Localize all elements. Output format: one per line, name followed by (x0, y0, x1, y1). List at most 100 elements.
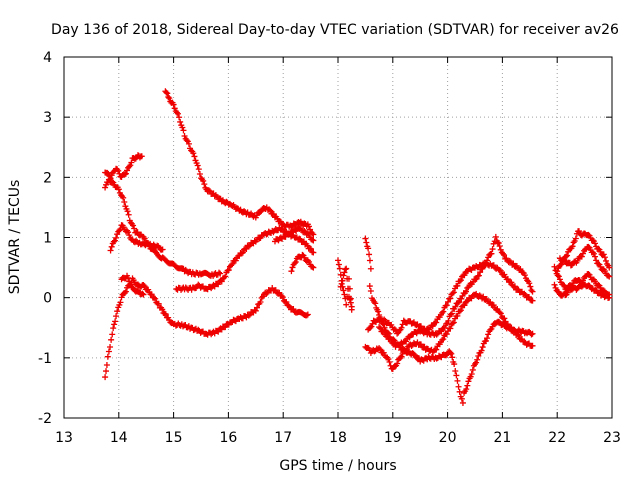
data-point (457, 307, 464, 314)
data-point (495, 240, 502, 247)
series-trace-6 (162, 88, 317, 238)
data-point (117, 299, 124, 306)
data-point (180, 127, 187, 134)
data-point (266, 206, 273, 213)
data-point (585, 231, 592, 238)
data-point (345, 293, 352, 300)
data-point (163, 89, 170, 96)
x-tick-label: 19 (384, 430, 402, 446)
data-point (126, 278, 133, 285)
data-point (380, 328, 387, 335)
data-point (454, 312, 461, 319)
data-point (165, 94, 172, 101)
series-trace-19 (554, 228, 613, 275)
x-tick-label: 15 (165, 430, 183, 446)
data-point (362, 235, 369, 242)
data-point (108, 336, 115, 343)
data-point (490, 302, 497, 309)
data-point (170, 101, 177, 108)
data-point (595, 260, 602, 267)
data-point (347, 299, 354, 306)
data-point (141, 235, 148, 242)
data-point (366, 251, 373, 258)
data-point (107, 343, 114, 350)
data-point (447, 349, 454, 356)
data-point (177, 118, 184, 125)
data-point (433, 319, 440, 326)
data-point (232, 257, 239, 264)
data-point (288, 268, 295, 275)
data-point (397, 354, 404, 361)
data-point (456, 278, 463, 285)
data-point (439, 309, 446, 316)
data-point (396, 327, 403, 334)
data-point (111, 237, 118, 244)
y-axis-label: SDTVAR / TECUs (7, 180, 23, 295)
data-point (573, 286, 580, 293)
data-point (501, 315, 508, 322)
data-point (200, 177, 207, 184)
x-tick-label: 22 (548, 430, 566, 446)
data-point (341, 269, 348, 276)
data-point (109, 331, 116, 338)
series-trace-3 (107, 222, 166, 254)
data-point (473, 359, 480, 366)
data-point (463, 298, 470, 305)
data-point (105, 348, 112, 355)
data-point (279, 294, 286, 301)
data-point (497, 267, 504, 274)
data-point (602, 257, 609, 264)
data-point (391, 326, 398, 333)
data-point (453, 372, 460, 379)
data-point (417, 341, 424, 348)
data-point (159, 306, 166, 313)
data-point (474, 356, 481, 363)
data-point (399, 350, 406, 357)
data-point (515, 332, 522, 339)
data-point (285, 302, 292, 309)
data-point (572, 235, 579, 242)
data-point (601, 254, 608, 261)
data-point (385, 356, 392, 363)
data-point (109, 178, 116, 185)
data-point (152, 295, 159, 302)
data-point (117, 225, 124, 232)
data-point (140, 291, 147, 298)
data-point (377, 346, 384, 353)
data-point (238, 250, 245, 257)
data-point (130, 222, 137, 229)
data-point (562, 253, 569, 260)
data-point (451, 361, 458, 368)
data-point (116, 227, 123, 234)
data-point (510, 260, 517, 267)
data-point (126, 232, 133, 239)
data-point (554, 268, 561, 275)
data-point (595, 245, 602, 252)
data-point (164, 90, 171, 97)
data-point (448, 350, 455, 357)
data-point (104, 353, 111, 360)
data-point (433, 331, 440, 338)
data-point (267, 207, 274, 214)
data-point (484, 335, 491, 342)
data-point (162, 311, 169, 318)
data-point (310, 249, 317, 256)
data-point (122, 203, 129, 210)
x-axis-label: GPS time / hours (279, 458, 396, 474)
data-point (112, 318, 119, 325)
data-point (222, 324, 229, 331)
data-point (499, 250, 506, 257)
data-point (344, 275, 351, 282)
data-point (585, 243, 592, 250)
data-point (257, 298, 264, 305)
data-point (447, 311, 454, 318)
data-point (228, 262, 235, 269)
x-tick-label: 17 (274, 430, 292, 446)
data-point (485, 331, 492, 338)
data-point (484, 257, 491, 264)
y-tick-label: -2 (38, 411, 52, 427)
data-point (488, 250, 495, 257)
data-point (225, 267, 232, 274)
data-point (340, 272, 347, 279)
